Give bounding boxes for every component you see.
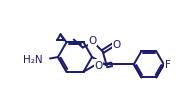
- Text: O: O: [113, 40, 121, 50]
- Text: O: O: [89, 36, 97, 46]
- Text: F: F: [165, 60, 171, 70]
- Text: O: O: [95, 60, 103, 70]
- Text: H₂N: H₂N: [23, 55, 43, 64]
